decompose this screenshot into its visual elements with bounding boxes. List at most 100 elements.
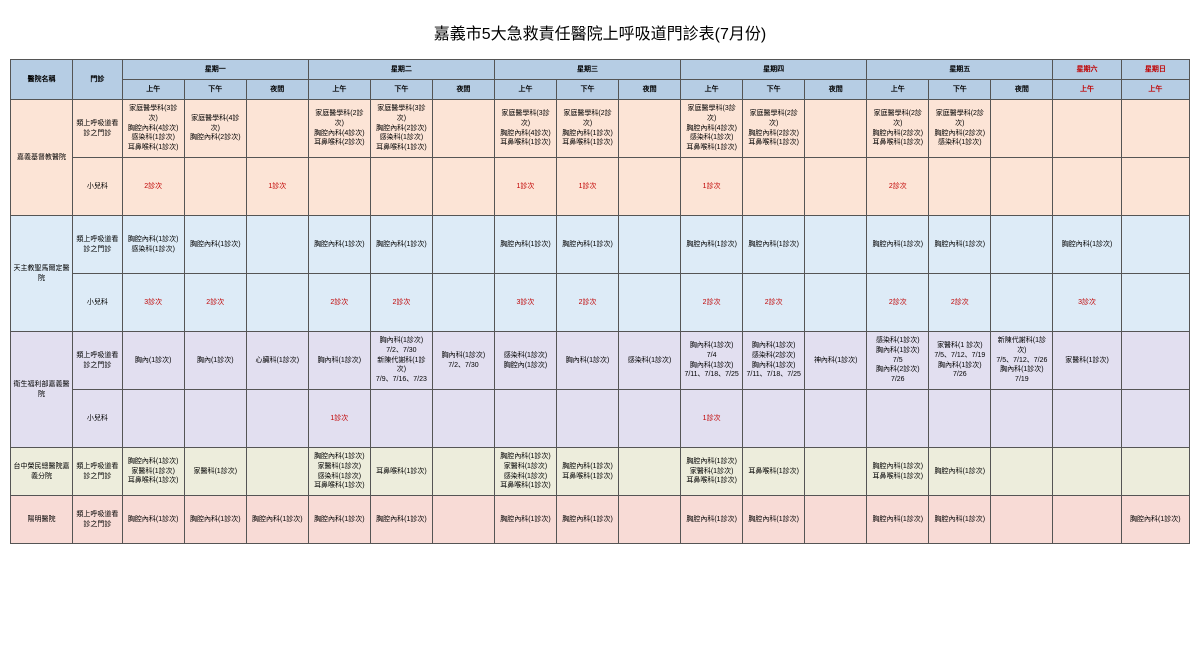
schedule-cell xyxy=(619,216,681,274)
schedule-cell xyxy=(619,158,681,216)
schedule-cell xyxy=(432,158,494,216)
col-hospital: 醫院名稱 xyxy=(11,60,73,100)
clinic-type: 小兒科 xyxy=(73,158,123,216)
col-slot: 上午 xyxy=(494,80,556,100)
schedule-cell: 家醫科(1診次) xyxy=(184,448,246,496)
schedule-cell: 家庭醫學科(2診次)胸腔內科(2診次)耳鼻喉科(1診次) xyxy=(867,100,929,158)
schedule-cell: 胸腔內科(1診次)耳鼻喉科(1診次) xyxy=(557,448,619,496)
schedule-cell: 胸腔內科(1診次) xyxy=(122,496,184,544)
col-slot: 上午 xyxy=(681,80,743,100)
schedule-cell: 胸腔內科(1診次) xyxy=(184,496,246,544)
schedule-cell: 家庭醫學科(4診次)胸腔內科(2診次) xyxy=(184,100,246,158)
hospital-name: 台中榮民總醫院嘉義分院 xyxy=(11,448,73,496)
schedule-cell: 胸腔內科(1診次) xyxy=(370,496,432,544)
schedule-cell xyxy=(1121,274,1189,332)
schedule-cell xyxy=(619,448,681,496)
schedule-cell xyxy=(1121,332,1189,390)
schedule-cell: 胸內科(1診次) xyxy=(308,332,370,390)
schedule-cell xyxy=(184,390,246,448)
schedule-cell xyxy=(432,216,494,274)
schedule-cell xyxy=(246,100,308,158)
schedule-cell: 胸腔內科(1診次)家醫科(1診次)耳鼻喉科(1診次) xyxy=(122,448,184,496)
schedule-cell xyxy=(805,496,867,544)
schedule-cell xyxy=(619,496,681,544)
schedule-cell: 家庭醫學科(3診次)胸腔內科(4診次)感染科(1診次)耳鼻喉科(1診次) xyxy=(681,100,743,158)
schedule-cell: 家庭醫學科(2診次)胸腔內科(1診次)耳鼻喉科(1診次) xyxy=(557,100,619,158)
schedule-cell: 胸腔內科(1診次) xyxy=(1053,216,1121,274)
col-slot: 下午 xyxy=(557,80,619,100)
schedule-cell xyxy=(991,274,1053,332)
schedule-cell: 家庭醫學科(2診次)胸腔內科(2診次)耳鼻喉科(1診次) xyxy=(743,100,805,158)
clinic-type: 小兒科 xyxy=(73,274,123,332)
clinic-type: 小兒科 xyxy=(73,390,123,448)
schedule-cell: 1診次 xyxy=(308,390,370,448)
schedule-cell: 神內科(1診次) xyxy=(805,332,867,390)
schedule-cell: 胸腔內科(1診次)家醫科(1診次)耳鼻喉科(1診次) xyxy=(681,448,743,496)
schedule-cell: 家醫科(1診次) xyxy=(1053,332,1121,390)
schedule-cell: 1診次 xyxy=(494,158,556,216)
col-day-2: 星期二 xyxy=(308,60,494,80)
col-day-4: 星期四 xyxy=(681,60,867,80)
schedule-cell: 3診次 xyxy=(494,274,556,332)
schedule-cell: 胸腔內科(1診次) xyxy=(370,216,432,274)
schedule-cell: 耳鼻喉科(1診次) xyxy=(743,448,805,496)
schedule-cell: 胸腔內科(1診次) xyxy=(743,496,805,544)
hospital-name: 陽明醫院 xyxy=(11,496,73,544)
schedule-cell xyxy=(991,158,1053,216)
schedule-cell xyxy=(619,274,681,332)
schedule-cell xyxy=(1053,158,1121,216)
schedule-cell: 胸內科(1診次)7/2、7/30新陳代謝科(1診次)7/9、7/16、7/23 xyxy=(370,332,432,390)
schedule-cell: 胸腔內科(1診次)耳鼻喉科(1診次) xyxy=(867,448,929,496)
col-slot: 下午 xyxy=(743,80,805,100)
schedule-cell xyxy=(929,158,991,216)
table-head: 醫院名稱 門診 星期一 星期二 星期三 星期四 星期五 星期六 星期日 上午下午… xyxy=(11,60,1190,100)
schedule-cell: 胸腔內科(1診次) xyxy=(308,496,370,544)
schedule-cell xyxy=(246,390,308,448)
col-slot: 下午 xyxy=(184,80,246,100)
schedule-cell xyxy=(432,100,494,158)
schedule-cell: 1診次 xyxy=(681,390,743,448)
page-title: 嘉義市5大急救責任醫院上呼吸道門診表(7月份) xyxy=(10,20,1190,44)
schedule-cell xyxy=(991,390,1053,448)
schedule-cell: 1診次 xyxy=(681,158,743,216)
schedule-cell: 胸內(1診次) xyxy=(184,332,246,390)
hospital-name: 嘉義基督教醫院 xyxy=(11,100,73,216)
schedule-cell: 家庭醫學科(3診次)胸腔內科(2診次)感染科(1診次)耳鼻喉科(1診次) xyxy=(370,100,432,158)
schedule-cell xyxy=(246,448,308,496)
schedule-cell: 家庭醫學科(2診次)胸腔內科(2診次)感染科(1診次) xyxy=(929,100,991,158)
col-slot: 下午 xyxy=(370,80,432,100)
schedule-cell: 2診次 xyxy=(370,274,432,332)
schedule-cell: 胸腔內科(1診次) xyxy=(681,216,743,274)
schedule-cell: 耳鼻喉科(1診次) xyxy=(370,448,432,496)
schedule-cell xyxy=(308,158,370,216)
schedule-cell: 胸腔內科(1診次) xyxy=(246,496,308,544)
schedule-cell xyxy=(432,496,494,544)
schedule-cell: 1診次 xyxy=(557,158,619,216)
col-slot: 夜間 xyxy=(991,80,1053,100)
schedule-cell xyxy=(370,390,432,448)
schedule-cell xyxy=(929,390,991,448)
schedule-cell: 胸內科(1診次)7/2、7/30 xyxy=(432,332,494,390)
schedule-cell: 3診次 xyxy=(1053,274,1121,332)
schedule-cell xyxy=(805,448,867,496)
schedule-cell xyxy=(867,390,929,448)
schedule-cell xyxy=(1121,390,1189,448)
schedule-cell: 家庭醫學科(3診次)胸腔內科(4診次)耳鼻喉科(1診次) xyxy=(494,100,556,158)
schedule-cell: 2診次 xyxy=(557,274,619,332)
schedule-cell: 胸內科(1診次) xyxy=(557,332,619,390)
schedule-cell: 2診次 xyxy=(681,274,743,332)
col-slot: 夜間 xyxy=(805,80,867,100)
schedule-cell: 感染科(1診次)胸腔內(1診次) xyxy=(494,332,556,390)
col-slot: 夜間 xyxy=(246,80,308,100)
schedule-cell xyxy=(557,390,619,448)
schedule-cell xyxy=(743,158,805,216)
schedule-cell: 胸腔內科(1診次)家醫科(1診次)感染科(1診次)耳鼻喉科(1診次) xyxy=(494,448,556,496)
schedule-cell xyxy=(1053,100,1121,158)
schedule-cell: 胸腔內科(1診次) xyxy=(308,216,370,274)
schedule-cell: 家醫科(1 診次)7/5、7/12、7/19胸內科(1診次)7/26 xyxy=(929,332,991,390)
schedule-cell xyxy=(805,390,867,448)
schedule-cell: 胸腔內科(1診次) xyxy=(184,216,246,274)
schedule-cell xyxy=(1121,158,1189,216)
col-clinic: 門診 xyxy=(73,60,123,100)
schedule-cell: 胸腔內科(1診次)家醫科(1診次)感染科(1診次)耳鼻喉科(1診次) xyxy=(308,448,370,496)
